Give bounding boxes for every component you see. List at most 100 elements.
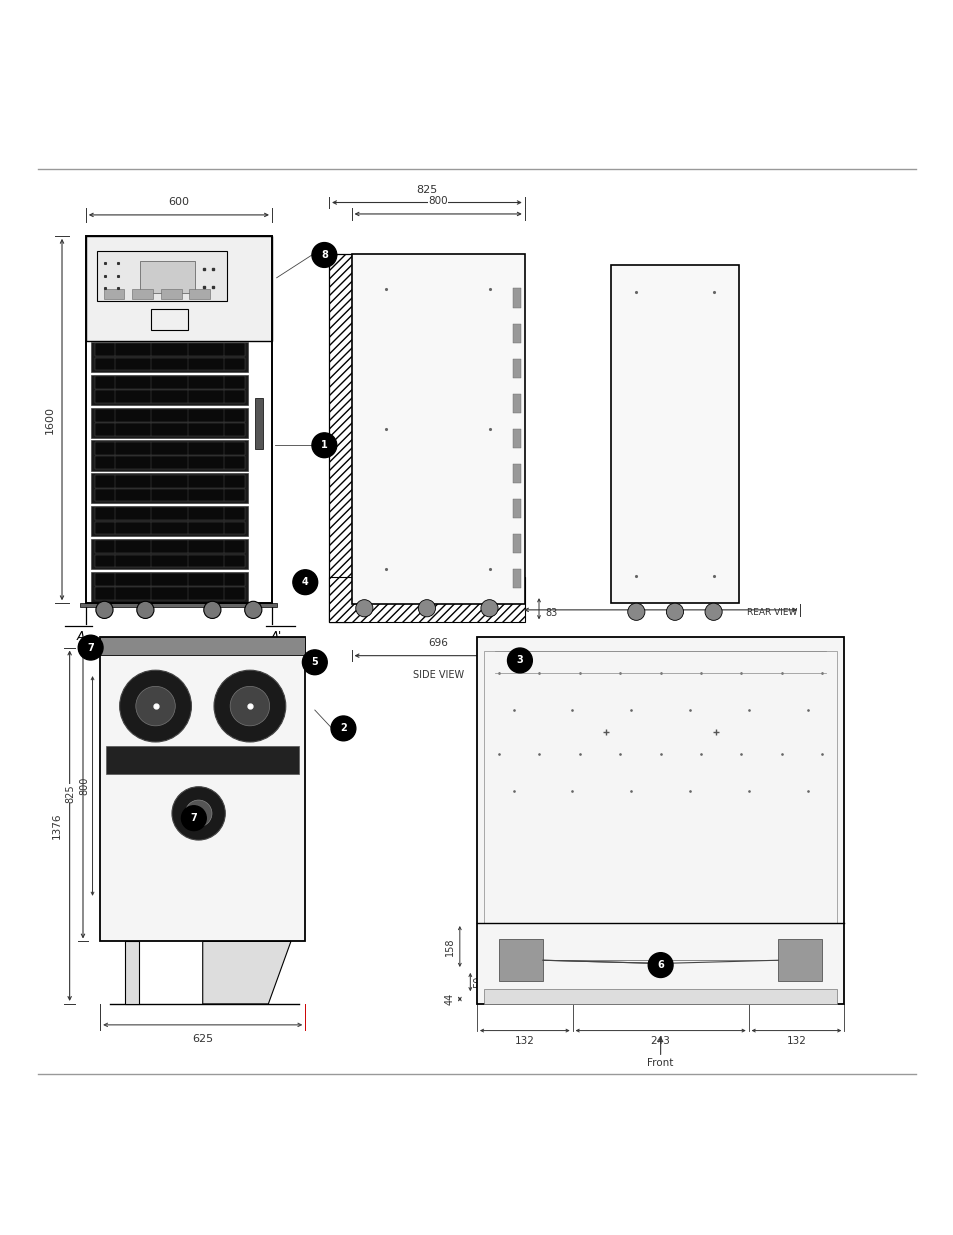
Circle shape	[204, 601, 221, 619]
Bar	[94, 573, 244, 587]
Bar	[91, 374, 248, 405]
Text: 1: 1	[320, 440, 328, 451]
Text: 6: 6	[657, 960, 663, 969]
Circle shape	[417, 600, 435, 616]
Text: 825: 825	[416, 185, 437, 195]
Circle shape	[185, 800, 212, 826]
Bar	[329, 577, 524, 622]
Circle shape	[78, 635, 103, 659]
Bar	[97, 251, 227, 301]
Polygon shape	[202, 941, 291, 1004]
Bar	[498, 940, 542, 982]
Bar	[86, 236, 272, 603]
Text: 4: 4	[301, 577, 309, 587]
Text: 625: 625	[192, 1035, 213, 1045]
Bar	[94, 521, 244, 535]
Circle shape	[213, 671, 286, 742]
Bar	[80, 603, 277, 608]
Bar	[329, 253, 352, 622]
Circle shape	[302, 650, 327, 674]
Bar	[94, 555, 244, 567]
Circle shape	[507, 648, 532, 673]
Bar	[94, 390, 244, 403]
Circle shape	[172, 787, 225, 840]
Text: 825: 825	[66, 784, 75, 803]
Bar	[86, 236, 272, 341]
Circle shape	[480, 600, 497, 616]
Bar	[778, 940, 821, 982]
Text: 7: 7	[87, 642, 94, 652]
Bar	[352, 253, 524, 604]
Bar	[94, 358, 244, 370]
Bar	[190, 289, 210, 299]
Text: 696: 696	[428, 638, 448, 648]
Text: 600: 600	[168, 198, 190, 207]
Bar	[512, 289, 520, 308]
Text: FRONT: FRONT	[462, 417, 497, 427]
Bar	[151, 309, 188, 330]
Circle shape	[293, 569, 317, 594]
Bar	[94, 588, 244, 600]
Text: Front: Front	[647, 1058, 673, 1068]
Text: REAR VIEW: REAR VIEW	[746, 608, 797, 618]
Bar	[94, 540, 244, 553]
Circle shape	[136, 601, 153, 619]
Bar	[94, 424, 244, 436]
Circle shape	[312, 242, 336, 268]
Bar	[94, 489, 244, 501]
Circle shape	[704, 603, 721, 620]
Circle shape	[665, 603, 683, 620]
Text: A': A'	[271, 630, 282, 643]
Circle shape	[627, 603, 644, 620]
Text: 800: 800	[80, 777, 90, 795]
Bar	[161, 289, 181, 299]
Text: 243: 243	[650, 1036, 670, 1046]
Bar	[91, 473, 248, 504]
Text: 158: 158	[445, 937, 455, 956]
Text: 8: 8	[320, 249, 328, 261]
Text: 132: 132	[515, 1036, 535, 1046]
Bar	[512, 569, 520, 588]
Circle shape	[312, 432, 336, 458]
Text: 83: 83	[545, 609, 558, 619]
Circle shape	[331, 716, 355, 741]
Bar	[91, 506, 248, 536]
Bar	[512, 394, 520, 412]
Bar	[476, 636, 843, 1004]
Circle shape	[648, 952, 673, 977]
Bar	[512, 358, 520, 378]
Bar	[512, 324, 520, 343]
Circle shape	[135, 687, 175, 726]
Text: 600: 600	[650, 593, 670, 603]
Bar	[100, 636, 305, 655]
Bar	[125, 941, 139, 1004]
Bar	[94, 508, 244, 520]
Text: Base View: Base View	[630, 583, 690, 597]
Bar	[512, 464, 520, 483]
Circle shape	[230, 687, 270, 726]
Bar	[610, 264, 739, 603]
Text: 132: 132	[785, 1036, 805, 1046]
Text: 44: 44	[445, 993, 455, 1005]
Text: 3: 3	[516, 656, 523, 666]
Bar	[132, 289, 152, 299]
Text: 1600: 1600	[45, 405, 54, 433]
Bar	[254, 398, 262, 450]
Bar	[104, 289, 124, 299]
Text: 7: 7	[191, 813, 197, 824]
Text: 5: 5	[311, 657, 318, 667]
Text: 1376: 1376	[52, 813, 62, 839]
Circle shape	[119, 671, 192, 742]
Circle shape	[181, 805, 206, 831]
Bar	[100, 636, 305, 941]
Circle shape	[244, 601, 262, 619]
Bar	[512, 534, 520, 553]
Text: 2: 2	[339, 724, 347, 734]
Bar	[91, 538, 248, 569]
Bar	[94, 456, 244, 468]
Bar	[91, 441, 248, 471]
Bar	[94, 343, 244, 357]
Bar	[106, 746, 299, 774]
Bar	[94, 474, 244, 488]
Bar	[94, 409, 244, 422]
